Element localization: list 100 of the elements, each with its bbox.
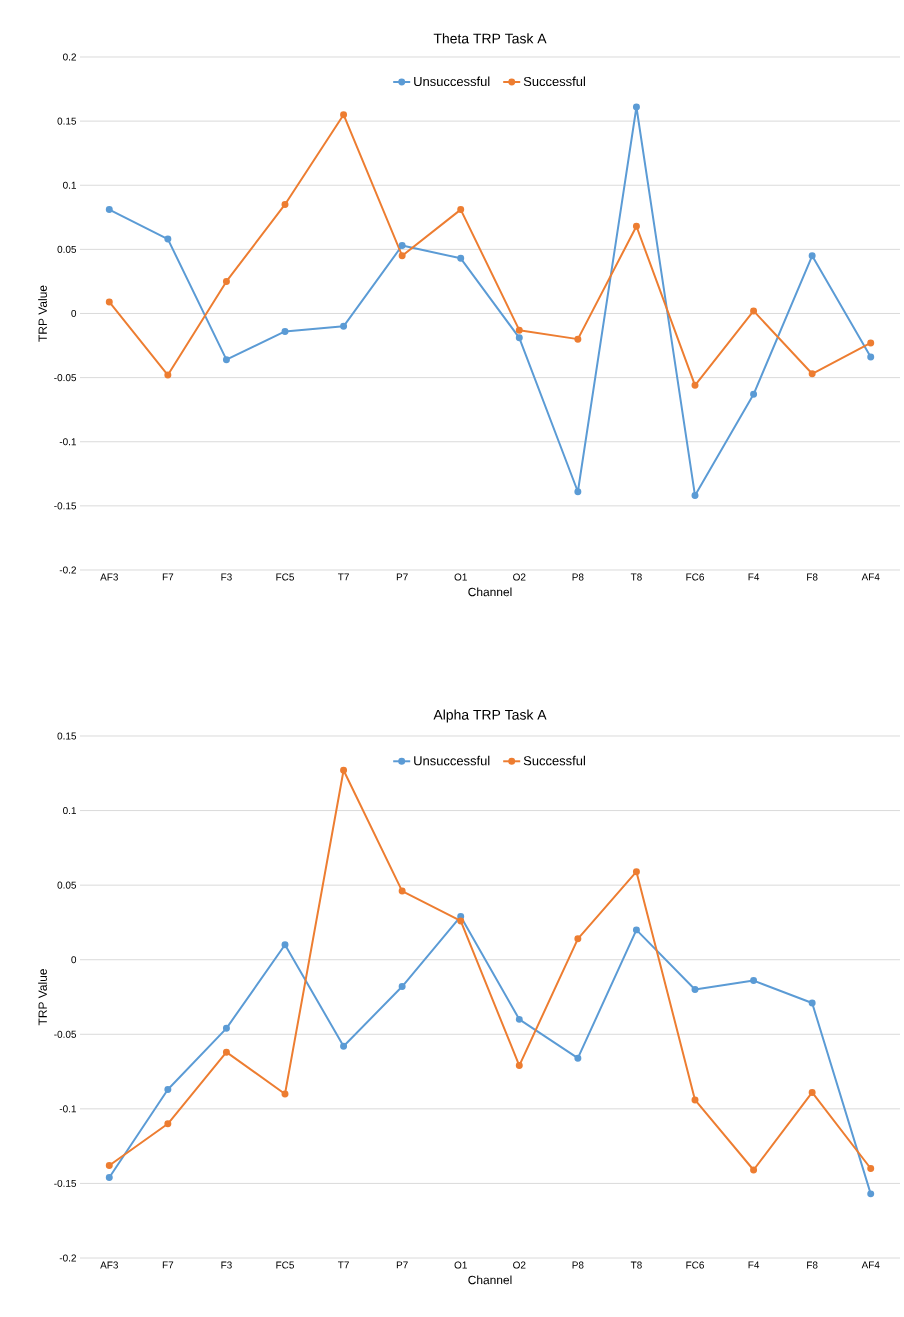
point: [340, 766, 348, 774]
point: [398, 983, 406, 991]
x-tick-label: F4: [748, 573, 760, 581]
x-tick-label: T8: [630, 573, 642, 581]
y-tick-label: 0.15: [57, 117, 77, 125]
point: [457, 917, 465, 925]
y-tick-label: -0.05: [54, 374, 77, 382]
point: [398, 887, 406, 895]
point: [632, 103, 640, 111]
x-tick-label: AF4: [861, 1261, 880, 1269]
x-tick-label: AF3: [100, 573, 118, 581]
x-tick-label: O2: [513, 573, 526, 581]
point: [398, 252, 406, 260]
point: [515, 326, 523, 334]
x-tick-label: T7: [337, 573, 349, 581]
point: [515, 1015, 523, 1023]
x-tick-label: FC5: [276, 573, 294, 581]
point: [750, 977, 758, 985]
point: [340, 322, 348, 330]
point: [105, 1173, 113, 1181]
x-axis-title: Channel: [468, 1275, 512, 1285]
point: [808, 370, 816, 378]
point: [222, 356, 230, 364]
x-tick-label: AF3: [100, 1261, 118, 1269]
point: [340, 1042, 348, 1050]
x-tick-label: F8: [807, 573, 818, 581]
point: [867, 339, 875, 347]
point: [691, 986, 699, 994]
point: [281, 327, 289, 335]
point: [164, 1085, 172, 1093]
point: [808, 1088, 816, 1096]
x-tick-label: T8: [630, 1261, 642, 1269]
y-tick-label: 0.1: [63, 807, 76, 815]
point: [574, 488, 582, 496]
point: [691, 1096, 699, 1104]
point: [750, 1166, 758, 1174]
legend-label: Successful: [523, 76, 585, 87]
point: [281, 941, 289, 949]
y-axis-title: TRP Value: [38, 285, 47, 342]
x-tick-label: P8: [572, 1261, 584, 1269]
x-tick-label: F7: [162, 1261, 174, 1269]
point: [515, 334, 523, 342]
point: [691, 492, 699, 500]
y-axis-title: TRP Value: [38, 969, 47, 1026]
point: [281, 200, 289, 208]
x-tick-label: F4: [748, 1261, 760, 1269]
chart-title: Theta TRP Task A: [433, 33, 547, 44]
x-tick-label: O2: [513, 1261, 526, 1269]
x-tick-label: F7: [162, 573, 174, 581]
y-tick-label: 0.2: [63, 53, 76, 61]
x-tick-label: FC6: [686, 1261, 704, 1269]
x-tick-label: P7: [396, 573, 408, 581]
x-tick-label: F3: [221, 1261, 232, 1269]
legend-label: Successful: [523, 755, 585, 766]
y-tick-label: 0.05: [57, 881, 77, 889]
y-tick-label: -0.1: [59, 438, 76, 446]
point: [808, 999, 816, 1007]
y-tick-label: -0.15: [54, 1179, 77, 1187]
y-tick-label: -0.2: [59, 1254, 76, 1262]
point: [574, 1054, 582, 1062]
point: [632, 222, 640, 230]
y-tick-label: 0.1: [63, 181, 76, 189]
x-tick-label: FC6: [686, 573, 704, 581]
point: [164, 235, 172, 243]
point: [867, 353, 875, 361]
x-tick-label: O1: [454, 573, 467, 581]
point: [105, 1162, 113, 1170]
x-tick-label: FC5: [276, 1261, 294, 1269]
point: [222, 1024, 230, 1032]
y-tick-label: -0.15: [54, 502, 77, 510]
legend-label: Unsuccessful: [414, 755, 490, 766]
point: [281, 1090, 289, 1098]
x-tick-label: T7: [337, 1261, 349, 1269]
point: [750, 307, 758, 315]
y-tick-label: 0: [71, 309, 77, 318]
point: [808, 252, 816, 260]
y-tick-label: -0.1: [59, 1105, 76, 1113]
chart-title: Alpha TRP Task A: [433, 709, 547, 723]
point: [750, 390, 758, 398]
point: [574, 335, 582, 343]
point: [105, 206, 113, 214]
point: [164, 1120, 172, 1128]
x-axis-title: Channel: [468, 587, 512, 597]
point: [515, 1062, 523, 1070]
point: [340, 111, 348, 119]
point: [867, 1190, 875, 1198]
point: [457, 254, 465, 262]
x-tick-label: AF4: [861, 573, 880, 581]
y-tick-label: 0: [71, 956, 77, 964]
x-tick-label: F8: [807, 1261, 818, 1269]
y-tick-label: -0.05: [54, 1030, 77, 1038]
legend-label: Unsuccessful: [414, 76, 490, 87]
point: [398, 242, 406, 249]
point: [222, 277, 230, 285]
point: [632, 926, 640, 934]
point: [867, 1165, 875, 1172]
x-tick-label: O1: [454, 1261, 467, 1269]
point: [164, 371, 172, 379]
point: [222, 1048, 230, 1056]
y-tick-label: 0.15: [57, 732, 77, 740]
